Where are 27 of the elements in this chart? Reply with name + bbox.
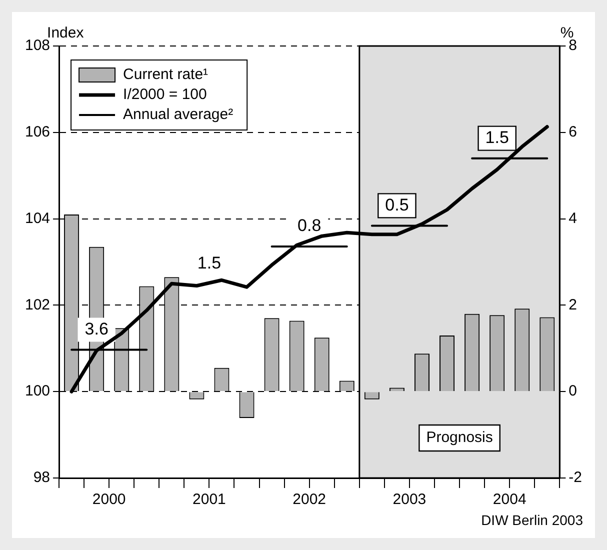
y2-tick-label: 2	[568, 296, 578, 314]
annotation: 0.5	[385, 195, 409, 214]
y2-tick-label: -2	[568, 469, 582, 486]
y-tick-label: 106	[24, 124, 50, 141]
x-tick-label: 2000	[92, 491, 126, 508]
band-label: Prognosis	[426, 429, 493, 446]
legend-label: Current rate¹	[123, 66, 208, 84]
text: DIW Berlin 2003	[481, 512, 583, 528]
y2-tick-label: 4	[568, 210, 578, 227]
legend-label: I/2000 = 100	[123, 86, 207, 104]
y2-tick-label: 8	[568, 37, 578, 54]
y-tick-label: 102	[24, 296, 50, 314]
x-tick-label: 2003	[392, 491, 426, 508]
annotation: 1.5	[197, 253, 222, 272]
x-tick-label: 2002	[292, 491, 326, 508]
y-tick-label: 108	[24, 37, 50, 54]
legend-label: Annual average²	[123, 106, 234, 124]
annotation: 0.8	[298, 216, 322, 236]
annotation: 1.5	[485, 128, 509, 148]
x-tick-label: 2001	[192, 491, 226, 508]
annotation: 3.6	[84, 319, 108, 338]
y-tick-label: 104	[24, 210, 50, 227]
y-tick-label: 100	[24, 382, 50, 400]
y2-tick-label: 6	[568, 124, 578, 141]
y-tick-label: 98	[33, 469, 50, 486]
y2-tick-label: 0	[568, 382, 578, 400]
x-tick-label: 2004	[492, 491, 526, 508]
